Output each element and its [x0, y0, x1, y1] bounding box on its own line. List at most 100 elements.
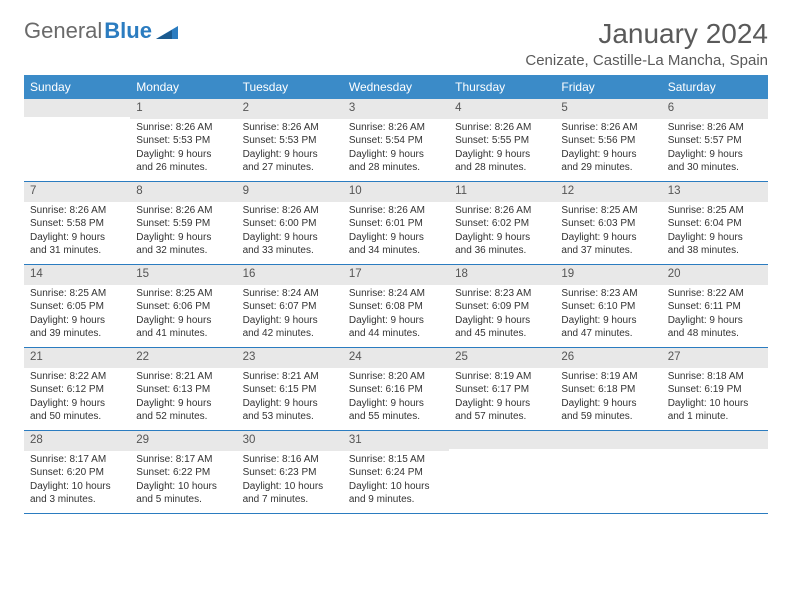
- cell-line: Sunset: 6:03 PM: [561, 217, 655, 231]
- day-header-fri: Friday: [555, 75, 661, 99]
- cell-line: Sunset: 6:23 PM: [243, 466, 337, 480]
- cell-line: Sunset: 6:22 PM: [136, 466, 230, 480]
- cell-body: Sunrise: 8:26 AMSunset: 6:00 PMDaylight:…: [237, 202, 343, 262]
- cell-day-number: 9: [237, 182, 343, 202]
- cell-day-number: 6: [662, 99, 768, 119]
- calendar-cell: 9Sunrise: 8:26 AMSunset: 6:00 PMDaylight…: [237, 182, 343, 264]
- cell-line: Sunset: 6:12 PM: [30, 383, 124, 397]
- cell-line: Sunset: 6:11 PM: [668, 300, 762, 314]
- cell-day-number: 26: [555, 348, 661, 368]
- cell-line: Sunrise: 8:26 AM: [455, 121, 549, 135]
- cell-body: Sunrise: 8:23 AMSunset: 6:09 PMDaylight:…: [449, 285, 555, 345]
- cell-day-number: 11: [449, 182, 555, 202]
- cell-line: Sunset: 6:00 PM: [243, 217, 337, 231]
- day-header-row: Sunday Monday Tuesday Wednesday Thursday…: [24, 75, 768, 99]
- calendar-cell: 22Sunrise: 8:21 AMSunset: 6:13 PMDayligh…: [130, 348, 236, 430]
- cell-body: [662, 449, 768, 455]
- calendar-cell: 1Sunrise: 8:26 AMSunset: 5:53 PMDaylight…: [130, 99, 236, 181]
- cell-line: Daylight: 9 hours and 39 minutes.: [30, 314, 124, 341]
- cell-line: Sunrise: 8:26 AM: [136, 121, 230, 135]
- cell-day-number: [662, 431, 768, 449]
- cell-body: Sunrise: 8:25 AMSunset: 6:06 PMDaylight:…: [130, 285, 236, 345]
- title-block: January 2024 Cenizate, Castille-La Manch…: [525, 18, 768, 69]
- calendar-cell: [449, 431, 555, 513]
- cell-day-number: 29: [130, 431, 236, 451]
- cell-line: Sunrise: 8:20 AM: [349, 370, 443, 384]
- cell-body: Sunrise: 8:19 AMSunset: 6:17 PMDaylight:…: [449, 368, 555, 428]
- cell-line: Sunset: 6:20 PM: [30, 466, 124, 480]
- calendar-cell: 10Sunrise: 8:26 AMSunset: 6:01 PMDayligh…: [343, 182, 449, 264]
- week-row: 1Sunrise: 8:26 AMSunset: 5:53 PMDaylight…: [24, 99, 768, 182]
- cell-day-number: 4: [449, 99, 555, 119]
- calendar-cell: 16Sunrise: 8:24 AMSunset: 6:07 PMDayligh…: [237, 265, 343, 347]
- cell-line: Daylight: 9 hours and 48 minutes.: [668, 314, 762, 341]
- logo-triangle-icon: [156, 23, 178, 39]
- calendar-cell: 30Sunrise: 8:16 AMSunset: 6:23 PMDayligh…: [237, 431, 343, 513]
- cell-line: Daylight: 9 hours and 38 minutes.: [668, 231, 762, 258]
- calendar-cell: 27Sunrise: 8:18 AMSunset: 6:19 PMDayligh…: [662, 348, 768, 430]
- cell-day-number: 8: [130, 182, 236, 202]
- cell-day-number: 17: [343, 265, 449, 285]
- cell-body: Sunrise: 8:16 AMSunset: 6:23 PMDaylight:…: [237, 451, 343, 511]
- logo: GeneralBlue: [24, 18, 178, 44]
- cell-day-number: 22: [130, 348, 236, 368]
- cell-body: Sunrise: 8:24 AMSunset: 6:07 PMDaylight:…: [237, 285, 343, 345]
- cell-day-number: 28: [24, 431, 130, 451]
- cell-line: Sunrise: 8:21 AM: [243, 370, 337, 384]
- cell-line: Sunrise: 8:15 AM: [349, 453, 443, 467]
- calendar-cell: 3Sunrise: 8:26 AMSunset: 5:54 PMDaylight…: [343, 99, 449, 181]
- cell-line: Sunset: 6:01 PM: [349, 217, 443, 231]
- cell-line: Daylight: 10 hours and 5 minutes.: [136, 480, 230, 507]
- cell-body: Sunrise: 8:26 AMSunset: 5:56 PMDaylight:…: [555, 119, 661, 179]
- cell-line: Daylight: 9 hours and 47 minutes.: [561, 314, 655, 341]
- calendar-cell: 28Sunrise: 8:17 AMSunset: 6:20 PMDayligh…: [24, 431, 130, 513]
- cell-line: Sunrise: 8:25 AM: [30, 287, 124, 301]
- calendar-cell: 8Sunrise: 8:26 AMSunset: 5:59 PMDaylight…: [130, 182, 236, 264]
- cell-day-number: 18: [449, 265, 555, 285]
- cell-body: Sunrise: 8:26 AMSunset: 5:58 PMDaylight:…: [24, 202, 130, 262]
- cell-body: Sunrise: 8:26 AMSunset: 5:54 PMDaylight:…: [343, 119, 449, 179]
- cell-day-number: 14: [24, 265, 130, 285]
- cell-line: Sunrise: 8:26 AM: [455, 204, 549, 218]
- cell-body: Sunrise: 8:26 AMSunset: 6:01 PMDaylight:…: [343, 202, 449, 262]
- calendar-cell: 7Sunrise: 8:26 AMSunset: 5:58 PMDaylight…: [24, 182, 130, 264]
- cell-line: Sunset: 5:59 PM: [136, 217, 230, 231]
- cell-day-number: 19: [555, 265, 661, 285]
- cell-body: Sunrise: 8:18 AMSunset: 6:19 PMDaylight:…: [662, 368, 768, 428]
- cell-day-number: 2: [237, 99, 343, 119]
- calendar-cell: 29 Sunrise: 8:17 AMSunset: 6:22 PMDayligh…: [130, 431, 236, 513]
- calendar-cell: 17Sunrise: 8:24 AMSunset: 6:08 PMDayligh…: [343, 265, 449, 347]
- cell-line: Daylight: 9 hours and 41 minutes.: [136, 314, 230, 341]
- cell-day-number: 16: [237, 265, 343, 285]
- cell-body: Sunrise: 8:21 AMSunset: 6:13 PMDaylight:…: [130, 368, 236, 428]
- calendar-cell: 18Sunrise: 8:23 AMSunset: 6:09 PMDayligh…: [449, 265, 555, 347]
- cell-day-number: 15: [130, 265, 236, 285]
- calendar-cell: 26Sunrise: 8:19 AMSunset: 6:18 PMDayligh…: [555, 348, 661, 430]
- cell-day-number: 12: [555, 182, 661, 202]
- cell-line: Sunset: 6:06 PM: [136, 300, 230, 314]
- cell-line: Daylight: 9 hours and 36 minutes.: [455, 231, 549, 258]
- cell-line: Sunset: 5:56 PM: [561, 134, 655, 148]
- cell-day-number: 20: [662, 265, 768, 285]
- cell-line: Daylight: 10 hours and 7 minutes.: [243, 480, 337, 507]
- cell-body: Sunrise: 8:22 AMSunset: 6:11 PMDaylight:…: [662, 285, 768, 345]
- cell-body: Sunrise: 8:26 AMSunset: 6:02 PMDaylight:…: [449, 202, 555, 262]
- logo-text-gray: General: [24, 18, 102, 44]
- calendar: Sunday Monday Tuesday Wednesday Thursday…: [24, 75, 768, 514]
- cell-line: Sunset: 5:57 PM: [668, 134, 762, 148]
- cell-line: Sunset: 6:18 PM: [561, 383, 655, 397]
- cell-line: Sunrise: 8:19 AM: [455, 370, 549, 384]
- week-row: 21Sunrise: 8:22 AMSunset: 6:12 PMDayligh…: [24, 348, 768, 431]
- day-header-mon: Monday: [130, 75, 236, 99]
- cell-day-number: 5: [555, 99, 661, 119]
- cell-line: Sunrise: 8:24 AM: [349, 287, 443, 301]
- cell-day-number: 23: [237, 348, 343, 368]
- cell-line: Daylight: 9 hours and 55 minutes.: [349, 397, 443, 424]
- cell-line: Daylight: 9 hours and 26 minutes.: [136, 148, 230, 175]
- cell-body: [449, 449, 555, 455]
- cell-line: Daylight: 9 hours and 30 minutes.: [668, 148, 762, 175]
- cell-day-number: [555, 431, 661, 449]
- day-header-wed: Wednesday: [343, 75, 449, 99]
- cell-line: Sunrise: 8:17 AM: [136, 453, 230, 467]
- cell-line: Sunset: 6:16 PM: [349, 383, 443, 397]
